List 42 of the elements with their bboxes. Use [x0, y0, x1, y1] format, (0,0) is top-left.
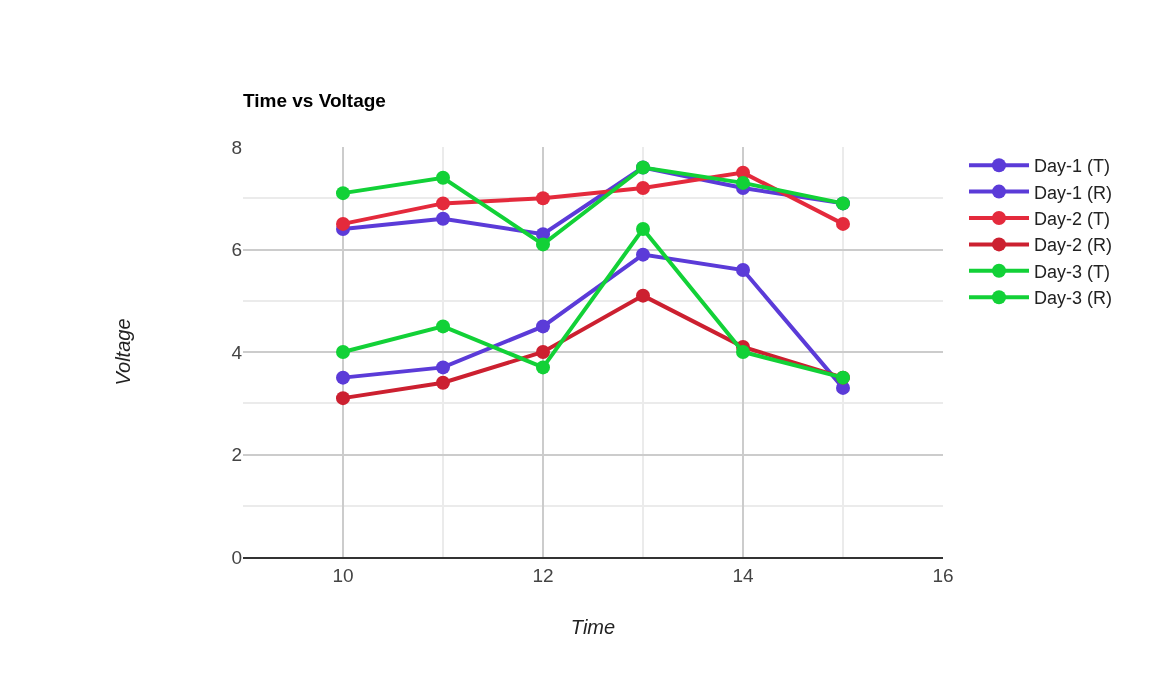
- x-tick-label: 10: [332, 564, 354, 586]
- point: [536, 237, 550, 252]
- point: [636, 247, 650, 262]
- x-tick-label: 14: [732, 564, 754, 586]
- point: [336, 186, 350, 201]
- point: [636, 288, 650, 303]
- point: [436, 196, 450, 211]
- y-tick-label: 0: [231, 546, 242, 568]
- y-tick-label: 4: [231, 341, 243, 363]
- legend-label: Day-1 (T): [1034, 156, 1110, 177]
- legend-label: Day-1 (R): [1034, 182, 1113, 203]
- y-axis-title: Voltage: [111, 318, 134, 386]
- point: [336, 370, 350, 385]
- point: [336, 391, 350, 406]
- point: [436, 375, 450, 390]
- x-axis-title: Time: [570, 615, 616, 638]
- legend-label: Day-3 (R): [1034, 288, 1113, 309]
- point: [436, 319, 450, 334]
- point: [736, 345, 750, 359]
- point: [436, 360, 450, 375]
- y-tick-label: 2: [231, 444, 242, 466]
- point: [436, 211, 450, 226]
- point: [536, 191, 550, 206]
- legend-label: Day-2 (T): [1034, 209, 1110, 230]
- point: [536, 345, 550, 359]
- point: [636, 181, 650, 195]
- x-tick-label: 12: [532, 564, 554, 586]
- point: [536, 360, 550, 375]
- point: [336, 216, 350, 231]
- point: [336, 345, 350, 359]
- chart-title: Time vs Voltage: [243, 89, 386, 111]
- x-tick-label: 16: [932, 564, 954, 586]
- point: [436, 170, 450, 185]
- point: [836, 216, 850, 231]
- point: [536, 319, 550, 334]
- y-tick-label: 6: [231, 239, 242, 261]
- legend-label: Day-2 (R): [1034, 235, 1113, 256]
- point: [636, 222, 650, 236]
- legend-label: Day-3 (T): [1034, 261, 1110, 282]
- y-tick-label: 8: [231, 136, 242, 158]
- point: [736, 263, 750, 277]
- point: [736, 175, 750, 190]
